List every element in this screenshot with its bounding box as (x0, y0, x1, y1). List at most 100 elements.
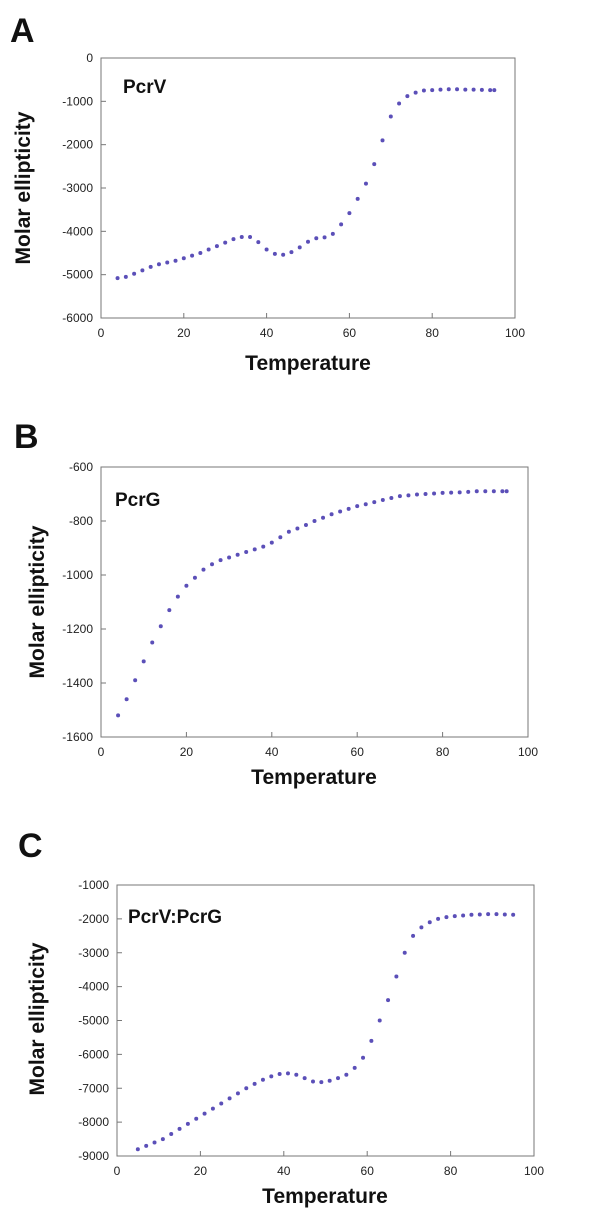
chart-a-frame (100, 57, 516, 319)
chart-c-data-point (294, 1072, 299, 1077)
chart-c-data-point (511, 912, 516, 917)
chart-c-data-point (244, 1086, 249, 1091)
chart-b-data-point (355, 504, 360, 509)
chart-c-y-tick-label: -3000 (78, 946, 109, 960)
chart-c-data-point (386, 998, 391, 1003)
chart-b-y-tick-label: -1400 (62, 676, 93, 690)
chart-a-data-point (471, 87, 476, 92)
chart-c-data-point (461, 913, 466, 918)
chart-a-data-point (322, 235, 327, 240)
chart-b-xlabel: Temperature (251, 766, 377, 789)
chart-b-data-point (261, 544, 266, 549)
chart-a-y-tick-label: -3000 (62, 181, 93, 195)
chart-b-data-point (227, 555, 232, 560)
chart-b-data-point (210, 562, 215, 567)
chart-a-y-tick-label: -4000 (62, 224, 93, 238)
chart-c-x-tick-label: 0 (114, 1164, 121, 1178)
chart-b-x-tick-label: 0 (98, 745, 105, 759)
chart-b-data-point (278, 535, 283, 540)
chart-a-data-point (388, 114, 393, 119)
chart-c-data-point (152, 1140, 157, 1145)
chart-c-data-point (452, 914, 457, 919)
chart-a-data-point (272, 251, 277, 256)
chart-b-data-point (432, 491, 437, 496)
chart-b-data-point (295, 526, 300, 531)
chart-c-data-point (377, 1018, 382, 1023)
chart-b-data-point (312, 519, 317, 523)
chart-c-data-point (402, 950, 407, 955)
chart-c-data-point (486, 912, 491, 917)
chart-a-data-point (347, 211, 352, 216)
chart-a-data-point (430, 88, 435, 93)
chart-b-data-point (466, 489, 471, 494)
chart-b-data-point (141, 659, 146, 664)
chart-c-title: PcrV:PcrG (128, 907, 222, 928)
chart-a-data-point (297, 245, 302, 250)
chart-c-data-point (135, 1147, 140, 1152)
chart-b-data-point (406, 493, 411, 498)
chart-a-data-point (165, 260, 170, 265)
chart-a-data-point (314, 236, 319, 241)
chart-a-data-point (123, 274, 128, 279)
chart-b-data-point (329, 512, 334, 517)
chart-b-y-tick-label: -600 (69, 460, 93, 474)
chart-c-y-tick-label: -2000 (78, 912, 109, 926)
chart-a-x-tick-label: 60 (343, 326, 357, 340)
chart-a-x-tick-label: 0 (98, 326, 105, 340)
chart-a-data-point (355, 196, 360, 201)
chart-a-data-point (463, 87, 468, 92)
chart-b-data-point (363, 502, 368, 507)
chart-c-data-point (269, 1074, 274, 1079)
chart-b-data-point (201, 567, 206, 572)
chart-a-data-point (397, 101, 402, 106)
chart-c-data-point (260, 1077, 265, 1082)
chart-a-data-point (181, 256, 186, 261)
chart-c-data-point (144, 1143, 149, 1148)
chart-a-data-point (148, 264, 153, 269)
chart-c-x-tick-label: 100 (524, 1164, 544, 1178)
chart-b-data-point (175, 594, 180, 599)
chart-a-x-tick-label: 100 (505, 326, 525, 340)
chart-b-data-point (380, 497, 385, 502)
chart-a-data-point (223, 240, 228, 245)
chart-c-data-point (160, 1137, 165, 1142)
chart-a-data-point (363, 181, 368, 186)
chart-a-data-point (380, 138, 385, 143)
chart-c-xlabel: Temperature (262, 1185, 388, 1208)
chart-c-y-tick-label: -7000 (78, 1081, 109, 1095)
chart-a-data-point (289, 250, 294, 255)
chart-c-y-tick-label: -4000 (78, 980, 109, 994)
chart-a-data-point (214, 244, 219, 249)
chart-a: 0 20 40 60 80 100 0 -1000 -2000 -3000 -4000 -5000 -6… (12, 51, 525, 375)
chart-b-data-point (372, 500, 377, 505)
chart-b-data-point (286, 529, 291, 534)
panel-c-letter: C (18, 827, 43, 865)
chart-b-data-point (500, 489, 505, 494)
chart-a-data-point (438, 87, 443, 92)
chart-b-data-point (423, 492, 428, 496)
chart-b-data-point (474, 489, 479, 494)
chart-a-xlabel: Temperature (245, 352, 371, 375)
chart-a-ylabel: Molar ellipticity (12, 111, 35, 264)
chart-c-data-point (194, 1116, 199, 1121)
chart-a-data-point (405, 94, 410, 99)
chart-a-data-point (190, 253, 195, 258)
chart-b-data-point (389, 496, 394, 501)
chart-b-data-point (235, 552, 240, 557)
chart-a-data-point (248, 234, 253, 239)
chart-b-data-point (491, 489, 496, 494)
chart-a-data-point (140, 268, 145, 273)
chart-c-x-tick-label: 20 (194, 1164, 208, 1178)
chart-c-x-tick-label: 40 (277, 1164, 291, 1178)
chart-b-y-tick-label: -800 (69, 514, 93, 528)
chart-b-data-point (252, 547, 257, 552)
chart-a-data-point (256, 240, 261, 245)
chart-c-data-point (235, 1091, 240, 1096)
chart-b-y-tick-label: -1200 (62, 622, 93, 636)
chart-c-data-point (177, 1126, 182, 1131)
chart-c-frame (116, 884, 535, 1157)
chart-a-data-point (372, 162, 377, 167)
chart-c-x-tick-label: 80 (444, 1164, 458, 1178)
chart-c-data-point (210, 1106, 215, 1111)
chart-c-data-point (436, 916, 441, 921)
